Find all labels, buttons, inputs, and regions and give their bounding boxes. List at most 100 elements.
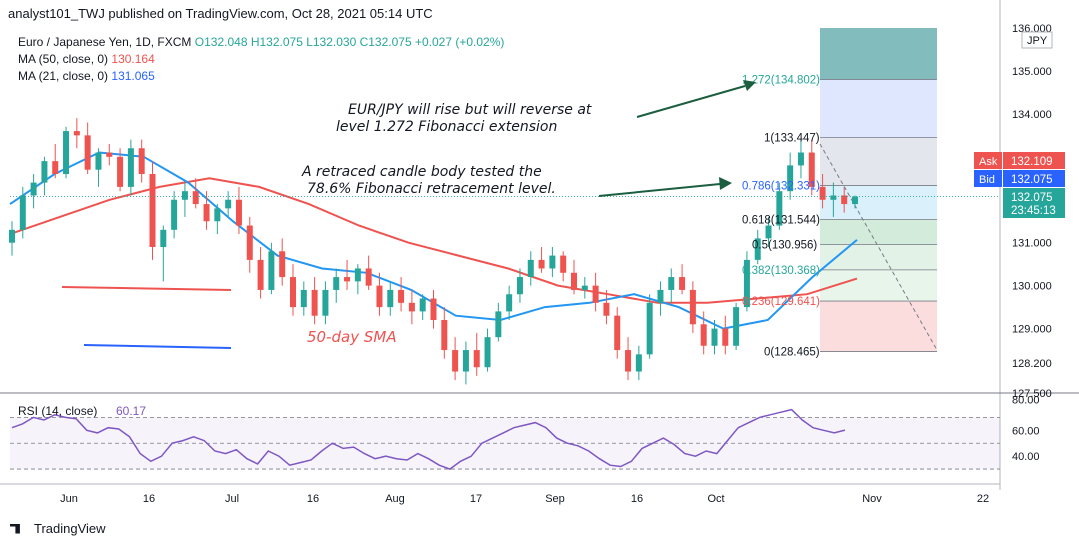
- legend-symbol-row: Euro / Japanese Yen, 1D, FXCM O132.048 H…: [18, 34, 504, 51]
- time-tick: 16: [631, 493, 643, 505]
- candle-body: [408, 302, 415, 312]
- candle-body: [527, 259, 534, 278]
- fib-level-label: 0.5(130.956): [752, 240, 817, 252]
- candle-body: [819, 186, 826, 200]
- ask-label: Ask: [979, 156, 998, 168]
- price-tick: 135.000: [1012, 66, 1052, 78]
- candle: [344, 259, 351, 290]
- candle-body: [192, 191, 199, 205]
- fib-zone: [820, 269, 937, 302]
- candle: [430, 289, 437, 329]
- fib-level-label: 0.618(131.544): [742, 214, 820, 226]
- legend-ma21-row[interactable]: MA (21, close, 0) 131.065: [18, 68, 504, 85]
- candle-body: [797, 152, 804, 166]
- candle: [571, 259, 577, 295]
- rsi-tick: 40.00: [1012, 451, 1040, 463]
- candle-body: [560, 255, 567, 273]
- fib-level-label: 1.272(134.802): [742, 74, 820, 86]
- candle-body: [668, 277, 675, 290]
- symbol-name[interactable]: Euro / Japanese Yen, 1D, FXCM: [18, 35, 192, 49]
- candle: [149, 161, 156, 260]
- ohlc-values: O132.048 H132.075 L132.030 C132.075 +0.0…: [194, 35, 505, 49]
- candle: [625, 337, 632, 381]
- axes: 136.000135.000134.000131.000130.000129.0…: [60, 23, 1065, 505]
- candle: [257, 247, 264, 299]
- bar-countdown: 23:45:13: [1011, 205, 1056, 217]
- ma21-value: 131.065: [111, 69, 155, 83]
- candle: [160, 225, 167, 282]
- time-tick: Sep: [545, 493, 565, 505]
- candle: [268, 242, 275, 295]
- candle-body: [592, 285, 599, 303]
- fibonacci-labels: 1.272(134.802) 1(133.447) 0.786(132.331) 0.…: [742, 74, 820, 358]
- candle-body: [63, 131, 70, 174]
- candle: [776, 182, 783, 230]
- blue-horizontal-line: [83, 344, 232, 349]
- candle: [787, 152, 794, 200]
- candle: [441, 307, 448, 359]
- candle: [754, 229, 761, 265]
- candle: [41, 156, 48, 196]
- arrow-to-retracement-line: [598, 183, 721, 197]
- fib-zone: [820, 301, 937, 352]
- candle: [214, 204, 221, 235]
- candle: [484, 328, 491, 372]
- annotation-top-line1: EUR/JPY will rise but will reverse at: [348, 102, 592, 118]
- candle: [808, 139, 815, 196]
- time-tick: 17: [470, 493, 482, 505]
- candle-body: [41, 161, 48, 183]
- candle: [689, 281, 696, 333]
- candle: [581, 277, 588, 299]
- candle: [95, 148, 102, 187]
- candle-body: [506, 294, 513, 312]
- candle: [322, 281, 329, 325]
- candle-body: [419, 298, 426, 312]
- candle-body: [765, 225, 772, 239]
- rsi-line: [11, 408, 846, 470]
- candle-body: [657, 289, 664, 303]
- tradingview-brand[interactable]: TradingView: [10, 521, 106, 536]
- currency-label: JPY: [1027, 35, 1048, 47]
- candle: [538, 247, 545, 273]
- candle-body: [171, 199, 178, 230]
- candle: [365, 255, 372, 290]
- candle: [376, 272, 383, 316]
- candle-body: [290, 277, 296, 308]
- candle-body: [852, 196, 858, 205]
- tradingview-logo-icon: [10, 523, 20, 534]
- candle-body: [84, 135, 91, 170]
- candle-body: [365, 268, 372, 286]
- annotation-arrows: [598, 80, 756, 197]
- fib-zone: [820, 28, 937, 80]
- candle: [171, 191, 178, 239]
- candle: [722, 315, 729, 355]
- candle-body: [52, 161, 59, 174]
- candle: [333, 268, 340, 303]
- fib-zone: [820, 137, 937, 186]
- candle: [138, 139, 145, 183]
- legend-ma50-row[interactable]: MA (50, close, 0) 130.164: [18, 51, 504, 68]
- candle-body: [635, 354, 642, 372]
- sma-50-label: 50-day SMA: [307, 328, 397, 346]
- time-tick: Jul: [225, 493, 239, 505]
- candle-body: [722, 328, 729, 346]
- candle: [408, 289, 415, 325]
- candle-body: [830, 195, 837, 200]
- candle: [830, 182, 837, 217]
- fib-zone: [820, 219, 937, 245]
- candle: [506, 285, 513, 320]
- candle: [203, 191, 210, 230]
- candle: [9, 221, 15, 256]
- candle: [19, 186, 26, 239]
- candle: [84, 122, 91, 174]
- candle: [192, 178, 199, 209]
- candle: [841, 186, 848, 213]
- candle-body: [484, 337, 491, 368]
- red-horizontal-line: [61, 286, 232, 291]
- candle-body: [841, 195, 848, 205]
- arrow-head-icon: [719, 177, 732, 190]
- candle: [279, 238, 286, 286]
- price-tick: 128.200: [1012, 358, 1052, 370]
- fib-zone: [820, 244, 937, 270]
